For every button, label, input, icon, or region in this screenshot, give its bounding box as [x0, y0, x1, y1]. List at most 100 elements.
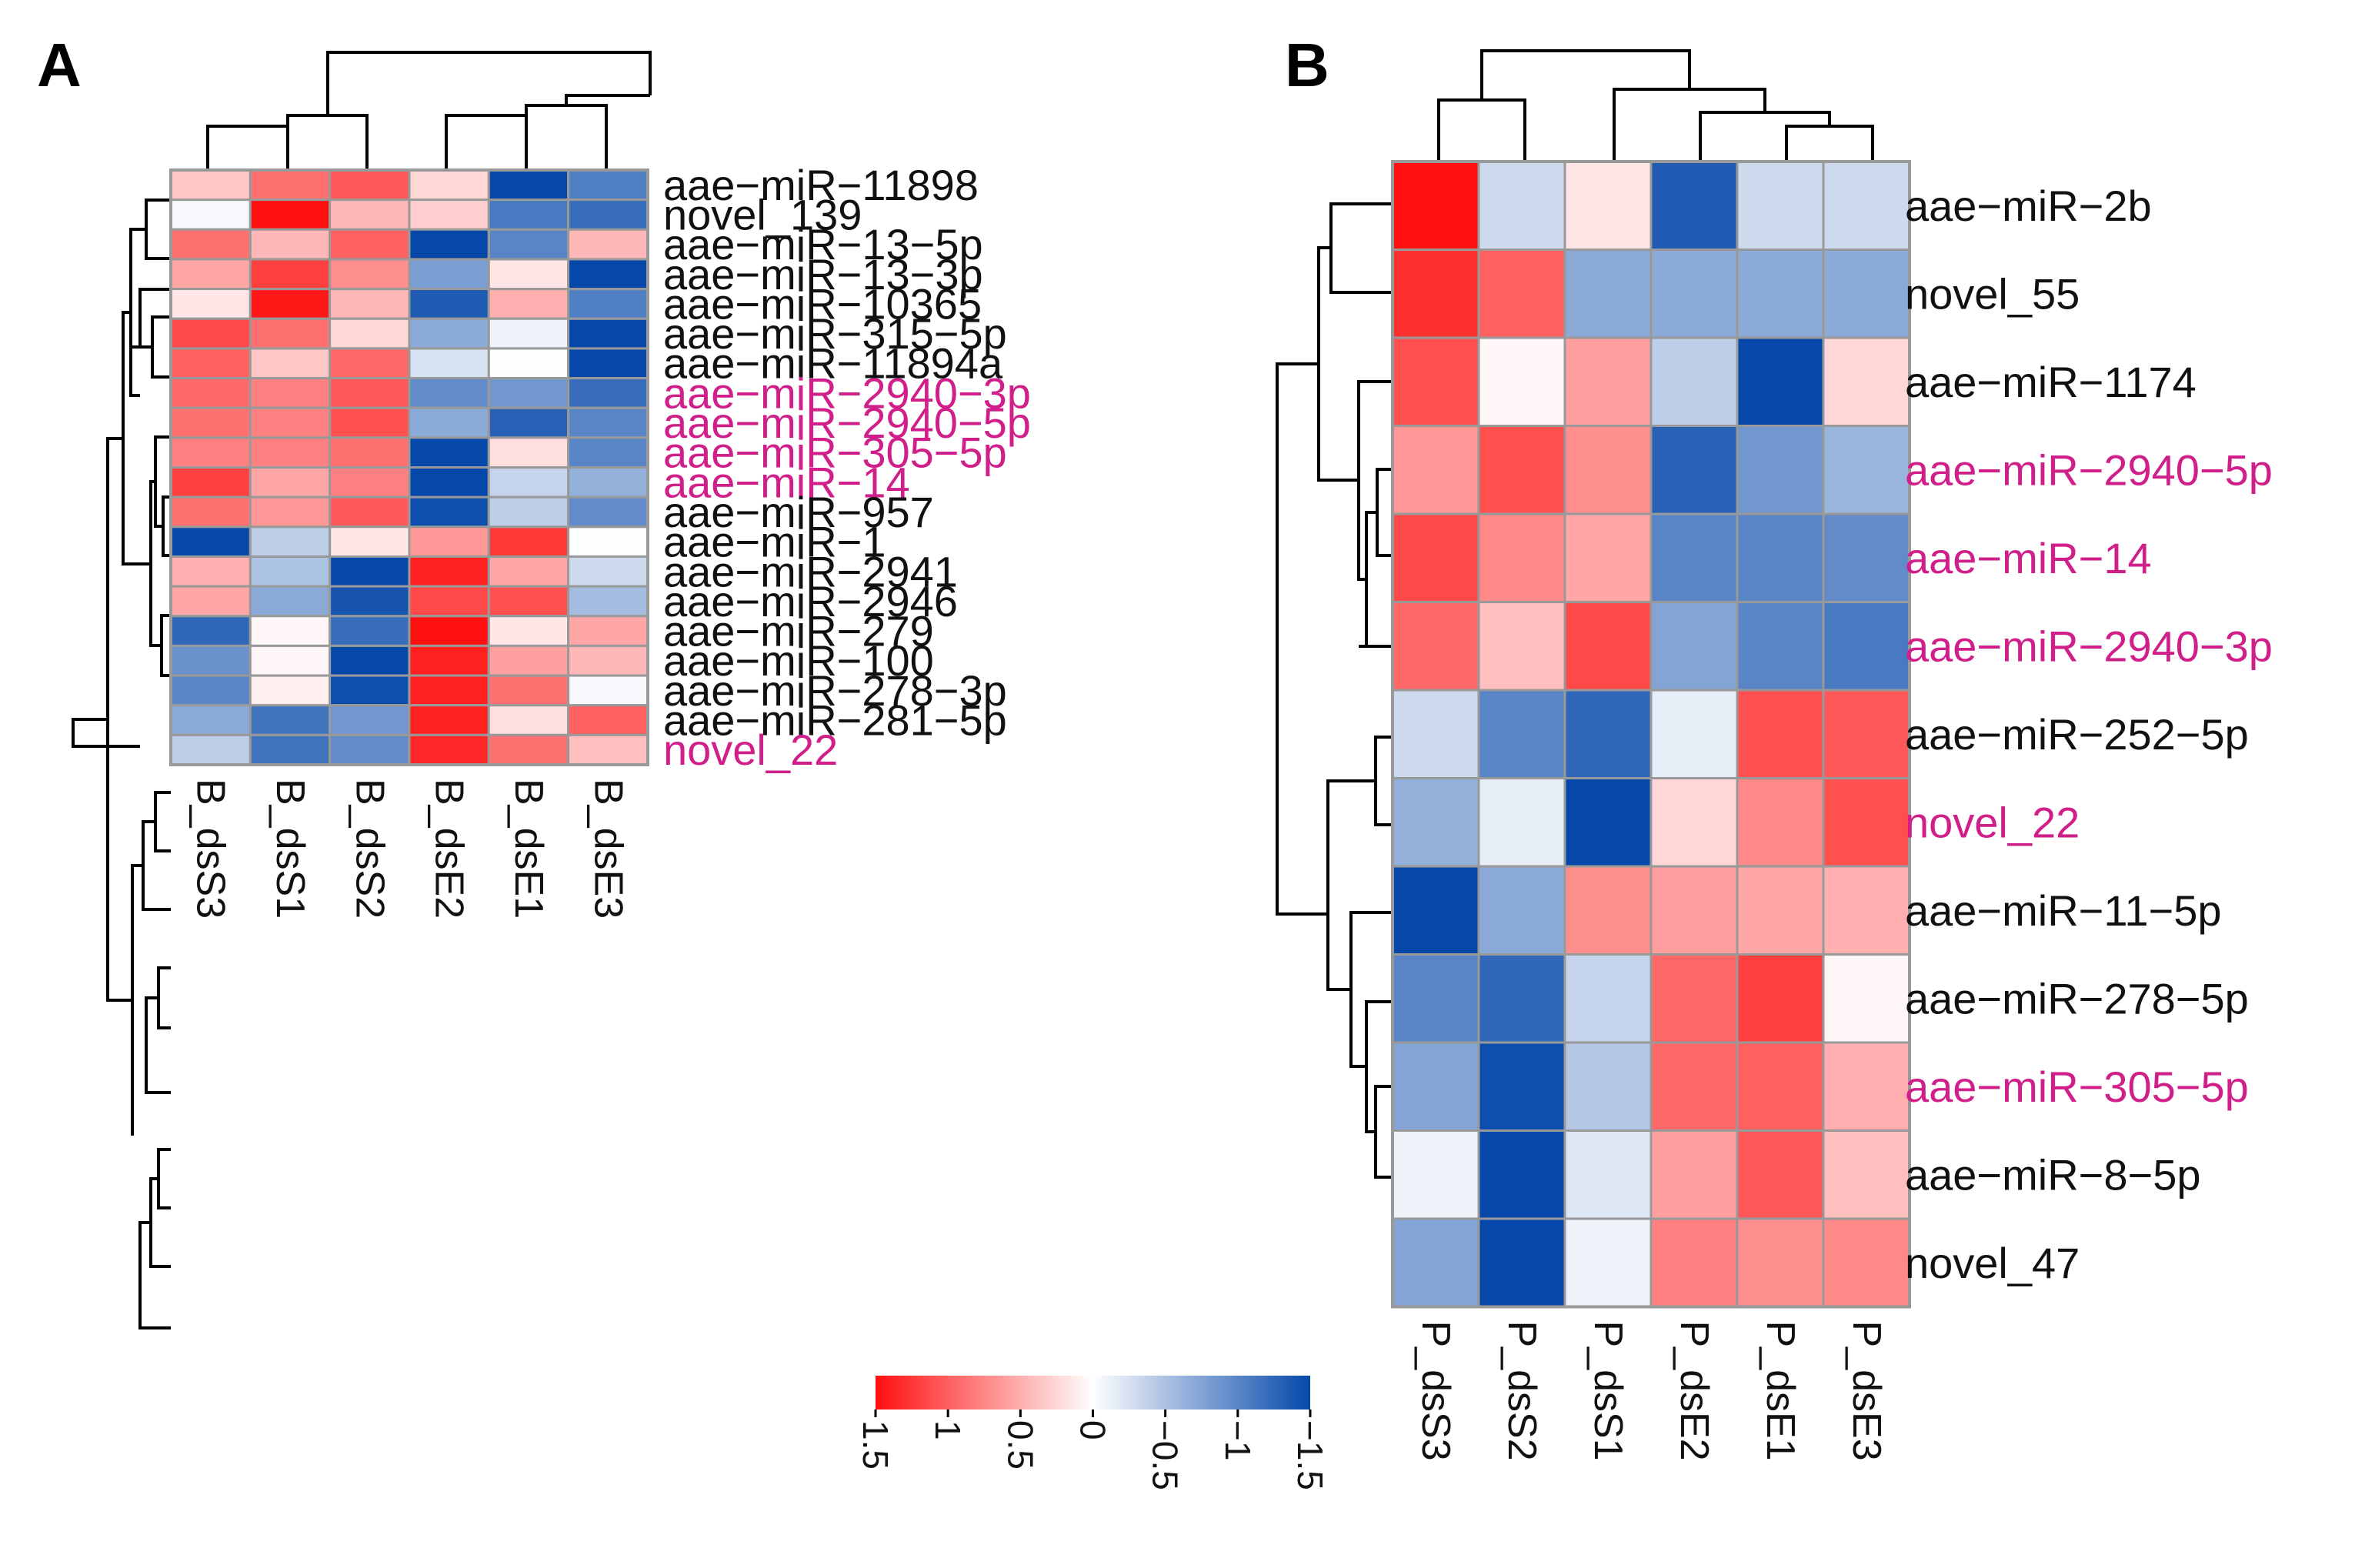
- heatmap-cell-a: [567, 258, 649, 291]
- row-label-a: aae−miR−100: [663, 636, 934, 685]
- heatmap-cell-b: [1391, 160, 1480, 251]
- heatmap-cell-b: [1477, 160, 1566, 251]
- heatmap-cell-b: [1563, 425, 1653, 515]
- heatmap-cell-a: [408, 228, 490, 261]
- heatmap-cell-a: [408, 436, 490, 469]
- column-dendrogram-b: [1437, 49, 1874, 162]
- heatmap-cell-b: [1649, 865, 1739, 956]
- heatmap-panel-a: aae−miR−11898novel_139aae−miR−13−5paae−m…: [72, 51, 1031, 1329]
- heatmap-cell-b: [1736, 1129, 1825, 1220]
- column-label-b: P_dsS2: [1499, 1321, 1544, 1461]
- heatmap-cell-b: [1563, 512, 1653, 603]
- column-label-a: B_dsS1: [268, 779, 312, 919]
- heatmap-cell-a: [487, 733, 570, 766]
- heatmap-cell-a: [249, 258, 332, 291]
- row-label-b: aae−miR−1174: [1905, 358, 2197, 406]
- heatmap-cell-b: [1822, 336, 1911, 427]
- color-scale-legend: 1.5 1 0.5 0 −0.5 −1 −1.5: [856, 1376, 1330, 1490]
- heatmap-cell-b: [1822, 953, 1911, 1044]
- heatmap-cells-b: [1391, 160, 1911, 1309]
- color-scale-ticks: 1.5 1 0.5 0 −0.5 −1 −1.5: [856, 1410, 1330, 1490]
- heatmap-cell-b: [1477, 512, 1566, 603]
- row-label-a: novel_139: [663, 190, 862, 239]
- heatmap-cell-a: [329, 377, 411, 409]
- row-label-b: novel_55: [1905, 269, 2080, 318]
- heatmap-cell-a: [169, 317, 252, 350]
- column-label-a: B_dsS2: [347, 779, 392, 919]
- heatmap-cell-b: [1822, 601, 1911, 692]
- heatmap-cell-a: [567, 168, 649, 202]
- heatmap-cell-a: [487, 704, 570, 736]
- column-label-b: P_dsE3: [1844, 1321, 1889, 1461]
- heatmap-cell-b: [1477, 249, 1566, 339]
- heatmap-cell-a: [169, 585, 252, 618]
- heatmap-cell-b: [1563, 777, 1653, 868]
- heatmap-cell-b: [1822, 512, 1911, 603]
- panel-b-letter: B: [1285, 31, 1329, 99]
- heatmap-cell-a: [567, 615, 649, 647]
- heatmap-cell-a: [408, 347, 490, 380]
- heatmap-cell-b: [1822, 160, 1911, 251]
- heatmap-cell-a: [169, 288, 252, 320]
- heatmap-cell-a: [169, 199, 252, 231]
- row-label-b: aae−miR−11−5p: [1905, 886, 2222, 935]
- heatmap-cell-a: [169, 525, 252, 558]
- column-label-a: B_dsE2: [427, 779, 472, 919]
- heatmap-cell-b: [1477, 1129, 1566, 1220]
- heatmap-cell-b: [1477, 601, 1566, 692]
- heatmap-cell-a: [487, 466, 570, 499]
- heatmap-cell-a: [169, 733, 252, 766]
- heatmap-cell-a: [487, 317, 570, 350]
- heatmap-cell-a: [487, 525, 570, 558]
- heatmap-cell-a: [487, 674, 570, 707]
- heatmap-cell-a: [169, 704, 252, 736]
- heatmap-cell-a: [408, 377, 490, 409]
- heatmap-cell-a: [567, 228, 649, 261]
- heatmap-cell-a: [329, 436, 411, 469]
- heatmap-cell-a: [329, 644, 411, 677]
- column-label-b: P_dsE1: [1758, 1321, 1803, 1461]
- heatmap-panel-b: aae−miR−2b novel_55 aae−miR−1174 aae−miR−29…: [1276, 49, 2273, 1461]
- heatmap-cell-b: [1391, 512, 1480, 603]
- heatmap-cell-a: [487, 406, 570, 439]
- row-label-b: aae−miR−8−5p: [1905, 1150, 2201, 1199]
- heatmap-cell-b: [1391, 1217, 1480, 1308]
- heatmap-cell-a: [249, 555, 332, 588]
- heatmap-cell-b: [1736, 425, 1825, 515]
- heatmap-cell-a: [329, 199, 411, 231]
- heatmap-cell-a: [408, 406, 490, 439]
- heatmap-cell-a: [567, 288, 649, 320]
- heatmap-cell-b: [1477, 689, 1566, 779]
- heatmap-border-a: [169, 168, 649, 766]
- heatmap-cell-a: [408, 644, 490, 677]
- row-label-a: aae−miR−279: [663, 607, 934, 656]
- heatmap-cell-a: [567, 347, 649, 380]
- heatmap-cell-a: [329, 347, 411, 380]
- heatmap-cell-a: [487, 168, 570, 202]
- heatmap-cell-a: [567, 733, 649, 766]
- heatmap-cell-b: [1391, 336, 1480, 427]
- heatmap-cell-a: [169, 228, 252, 261]
- heatmap-cell-b: [1391, 777, 1480, 868]
- heatmap-cell-a: [567, 377, 649, 409]
- column-labels-b: P_dsS3 P_dsS2 P_dsS1 P_dsE2 P_dsE1 P_dsE3: [1413, 1321, 1889, 1461]
- heatmap-cell-a: [487, 585, 570, 618]
- row-label-a: aae−miR−1: [663, 518, 886, 566]
- heatmap-cells-a: [169, 168, 649, 766]
- heatmap-cell-b: [1736, 777, 1825, 868]
- heatmap-cell-a: [567, 199, 649, 231]
- row-label-a: aae−miR−2946: [663, 577, 958, 626]
- heatmap-cell-a: [408, 615, 490, 647]
- heatmap-cell-a: [249, 674, 332, 707]
- heatmap-cell-b: [1563, 249, 1653, 339]
- heatmap-cell-a: [249, 615, 332, 647]
- heatmap-cell-b: [1822, 865, 1911, 956]
- heatmap-cell-b: [1477, 336, 1566, 427]
- heatmap-cell-a: [487, 199, 570, 231]
- heatmap-cell-a: [249, 644, 332, 677]
- heatmap-cell-a: [169, 555, 252, 588]
- heatmap-cell-b: [1391, 1041, 1480, 1132]
- heatmap-cell-a: [249, 199, 332, 231]
- heatmap-cell-b: [1649, 689, 1739, 779]
- heatmap-cell-a: [408, 674, 490, 707]
